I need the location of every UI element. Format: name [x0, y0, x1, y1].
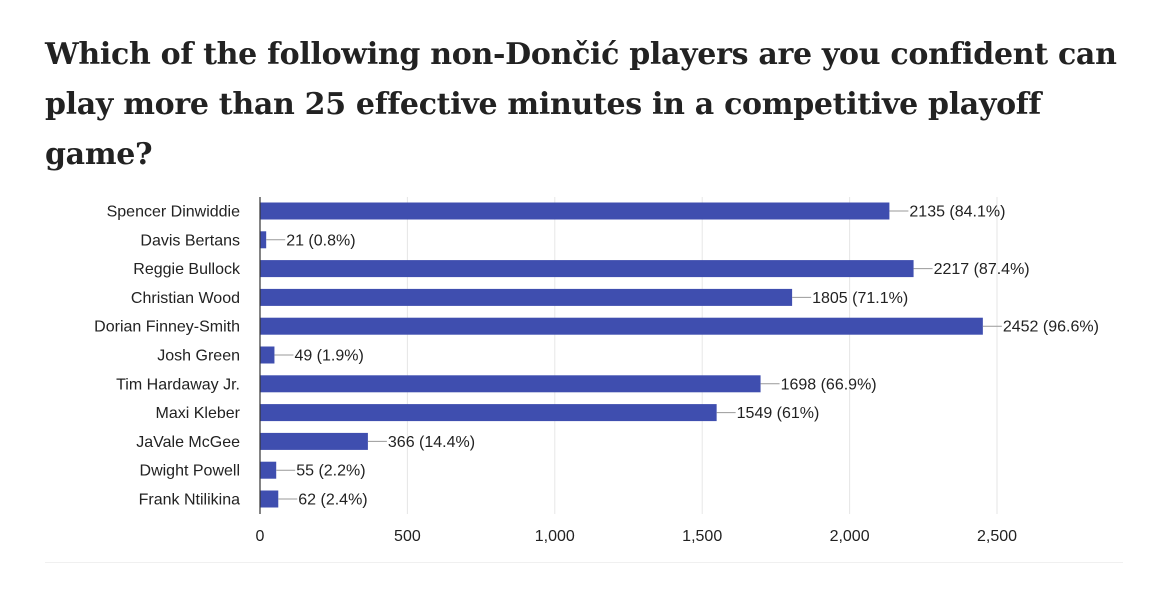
data-label: 62 (2.4%): [298, 492, 367, 509]
data-label: 2217 (87.4%): [934, 261, 1030, 278]
category-label: Josh Green: [157, 348, 240, 365]
bar: [260, 404, 717, 422]
data-label: 2135 (84.1%): [909, 204, 1005, 221]
bar: [260, 317, 983, 335]
category-label: Tim Hardaway Jr.: [116, 376, 240, 393]
category-label: Davis Bertans: [140, 232, 240, 249]
category-label: Frank Ntilikina: [139, 492, 240, 509]
card-divider: [45, 562, 1123, 563]
question-title: Which of the following non-Dončić player…: [45, 37, 1117, 172]
bar: [260, 461, 277, 479]
data-label: 1805 (71.1%): [812, 290, 908, 307]
data-label: 55 (2.2%): [296, 463, 365, 480]
category-label: Dorian Finney-Smith: [94, 319, 240, 336]
bar: [260, 260, 914, 278]
x-tick-label: 1,500: [682, 528, 722, 545]
data-label: 366 (14.4%): [388, 434, 475, 451]
data-label: 21 (0.8%): [286, 232, 355, 249]
bar: [260, 231, 267, 249]
bar: [260, 202, 890, 220]
category-label: Dwight Powell: [140, 463, 240, 480]
data-label: 2452 (96.6%): [1003, 319, 1099, 336]
x-tick-label: 2,500: [977, 528, 1017, 545]
bar: [260, 288, 793, 306]
x-tick-label: 1,000: [535, 528, 575, 545]
category-label: Reggie Bullock: [133, 261, 241, 278]
bar: [260, 375, 761, 393]
bar: [260, 490, 279, 508]
bar: [260, 432, 368, 450]
category-label: Maxi Kleber: [156, 405, 241, 422]
data-label: 1698 (66.9%): [781, 376, 877, 393]
category-label: Christian Wood: [131, 290, 240, 307]
x-tick-label: 500: [394, 528, 421, 545]
data-label: 1549 (61%): [737, 405, 820, 422]
x-tick-label: 2,000: [830, 528, 870, 545]
category-label: JaVale McGee: [136, 434, 240, 451]
x-tick-label: 0: [256, 528, 265, 545]
category-label: Spencer Dinwiddie: [107, 204, 241, 221]
data-label: 49 (1.9%): [294, 348, 363, 365]
bar: [260, 346, 275, 364]
